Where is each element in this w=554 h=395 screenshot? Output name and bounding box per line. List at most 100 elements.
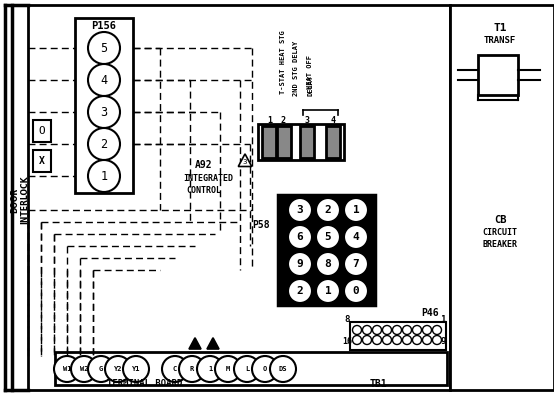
Circle shape: [344, 279, 368, 303]
Circle shape: [234, 356, 260, 382]
Circle shape: [179, 356, 205, 382]
Text: Y1: Y1: [132, 366, 140, 372]
Bar: [33, 150, 51, 172]
Circle shape: [433, 325, 442, 335]
Text: CIRCUIT: CIRCUIT: [483, 228, 517, 237]
Circle shape: [316, 198, 340, 222]
Polygon shape: [238, 154, 252, 167]
Circle shape: [88, 32, 120, 64]
Circle shape: [403, 325, 412, 335]
Text: X: X: [39, 156, 45, 166]
Circle shape: [413, 325, 422, 335]
Text: 2: 2: [100, 137, 107, 150]
Text: Y2: Y2: [114, 366, 122, 372]
Text: 9: 9: [440, 337, 445, 346]
Bar: [277, 126, 291, 158]
Text: L: L: [245, 366, 249, 372]
Text: O: O: [39, 126, 45, 136]
Text: P46: P46: [421, 308, 439, 318]
Circle shape: [392, 325, 402, 335]
Circle shape: [197, 356, 223, 382]
Polygon shape: [189, 338, 201, 349]
Bar: [326, 126, 340, 158]
Text: O: O: [263, 366, 267, 372]
Text: CB: CB: [494, 215, 506, 225]
Text: 3: 3: [243, 159, 247, 165]
Text: C: C: [173, 366, 177, 372]
Circle shape: [215, 356, 241, 382]
Text: 9: 9: [296, 259, 304, 269]
Circle shape: [362, 335, 372, 344]
Circle shape: [288, 198, 312, 222]
Circle shape: [316, 225, 340, 249]
Text: 8: 8: [345, 316, 350, 325]
Circle shape: [162, 356, 188, 382]
Circle shape: [382, 335, 392, 344]
Text: 16: 16: [342, 337, 352, 346]
Circle shape: [344, 198, 368, 222]
Circle shape: [344, 225, 368, 249]
Circle shape: [316, 252, 340, 276]
Text: 0: 0: [353, 286, 360, 296]
Circle shape: [88, 160, 120, 192]
Circle shape: [372, 335, 382, 344]
Text: 5: 5: [325, 232, 331, 242]
Circle shape: [403, 335, 412, 344]
Text: 5: 5: [100, 41, 107, 55]
Text: 3: 3: [296, 205, 304, 215]
Text: 1: 1: [440, 316, 445, 325]
Bar: [300, 126, 314, 158]
Circle shape: [288, 252, 312, 276]
Text: INTEGRATED: INTEGRATED: [183, 173, 233, 182]
Text: W1: W1: [63, 366, 71, 372]
Text: 2: 2: [296, 286, 304, 296]
Text: T-STAT HEAT STG: T-STAT HEAT STG: [280, 30, 286, 94]
Bar: [28, 5, 450, 390]
Circle shape: [71, 356, 97, 382]
Text: 2ND STG DELAY: 2ND STG DELAY: [293, 40, 299, 96]
Circle shape: [433, 335, 442, 344]
Text: 1: 1: [353, 205, 360, 215]
Text: DS: DS: [279, 366, 288, 372]
Circle shape: [372, 325, 382, 335]
Circle shape: [382, 325, 392, 335]
Text: 2: 2: [325, 205, 331, 215]
Text: 4: 4: [353, 232, 360, 242]
Circle shape: [392, 335, 402, 344]
Bar: [450, 5, 554, 390]
Text: G: G: [99, 366, 103, 372]
Text: W2: W2: [80, 366, 88, 372]
Text: 4: 4: [100, 73, 107, 87]
Circle shape: [344, 252, 368, 276]
Text: A92: A92: [195, 160, 213, 170]
Circle shape: [88, 64, 120, 96]
Circle shape: [270, 356, 296, 382]
Text: 3: 3: [305, 115, 310, 124]
Circle shape: [88, 128, 120, 160]
Text: P156: P156: [91, 21, 116, 31]
Text: CONTROL: CONTROL: [186, 186, 221, 194]
Circle shape: [54, 356, 80, 382]
Text: TB1: TB1: [369, 379, 387, 389]
Text: 3: 3: [100, 105, 107, 118]
Circle shape: [288, 225, 312, 249]
Bar: [478, 55, 518, 95]
Circle shape: [252, 356, 278, 382]
Text: HEAT OFF: HEAT OFF: [307, 55, 313, 89]
Circle shape: [288, 279, 312, 303]
Text: DELAY: DELAY: [307, 74, 313, 96]
Text: M: M: [226, 366, 230, 372]
Bar: [350, 322, 446, 350]
Polygon shape: [207, 338, 219, 349]
Text: TERMINAL BOARD: TERMINAL BOARD: [107, 380, 183, 389]
Text: 1: 1: [325, 286, 331, 296]
Text: BREAKER: BREAKER: [483, 239, 517, 248]
Text: TRANSF: TRANSF: [484, 36, 516, 45]
Text: T1: T1: [493, 23, 507, 33]
Circle shape: [352, 335, 362, 344]
Text: 8: 8: [325, 259, 331, 269]
Bar: [278, 195, 375, 305]
Text: 7: 7: [353, 259, 360, 269]
Bar: [33, 120, 51, 142]
Text: 1: 1: [208, 366, 212, 372]
